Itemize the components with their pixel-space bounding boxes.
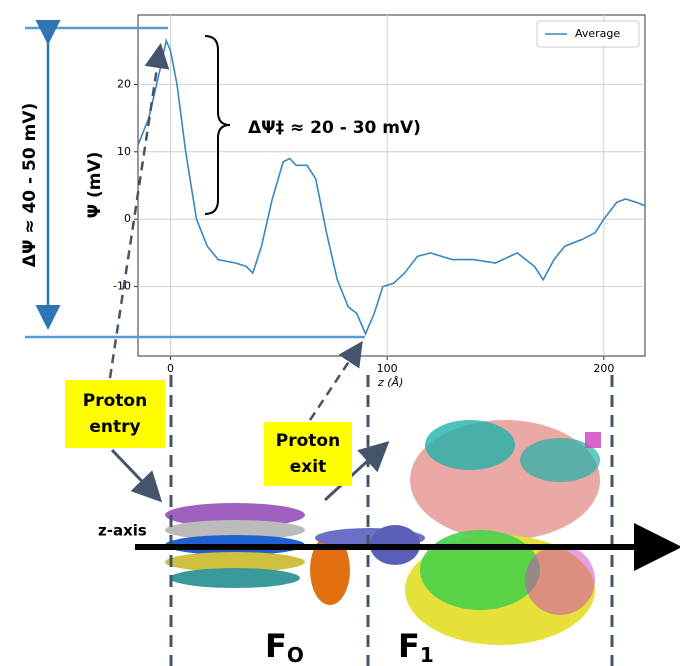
x-tick-label: 200: [593, 362, 614, 375]
y-tick-label: 20: [117, 77, 131, 90]
entry-arrow: [110, 448, 163, 503]
z-axis-label: z-axis: [98, 522, 147, 540]
fo-sub: O: [287, 643, 304, 666]
y-tick-label: 10: [117, 145, 131, 158]
y-tick-label: -10: [113, 280, 131, 293]
plot: 0 100 200 -10 0 10 20 Average: [113, 14, 646, 375]
legend-label: Average: [575, 27, 620, 40]
x-tick-label: 100: [377, 362, 398, 375]
f1-sub: 1: [420, 643, 434, 666]
legend-box: [536, 20, 640, 48]
exit-pointer: [308, 340, 363, 421]
proton-entry-box: Proton entry: [65, 380, 165, 448]
f1-main: F: [398, 627, 420, 665]
entry-pointer: [108, 43, 170, 379]
y-axis-label: Ψ (mV): [85, 152, 105, 219]
brace: [204, 35, 231, 215]
plot-area: [137, 14, 646, 357]
total-drop-label: ΔΨ ≈ 40 - 50 mV): [20, 103, 40, 267]
f1-label: F1: [398, 627, 434, 666]
proton-exit-box: Proton exit: [264, 422, 352, 486]
protein-illustration: [165, 420, 601, 645]
x-axis-label: z (Å): [377, 376, 403, 389]
x-tick-label: 0: [167, 362, 174, 375]
barrier-label: ΔΨ‡ ≈ 20 - 30 mV): [248, 118, 421, 138]
y-tick-label: 0: [124, 212, 131, 225]
data-line: [137, 37, 646, 336]
exit-arrow: [323, 440, 390, 502]
fo-label: FO: [265, 627, 304, 666]
fo-main: F: [265, 627, 287, 665]
